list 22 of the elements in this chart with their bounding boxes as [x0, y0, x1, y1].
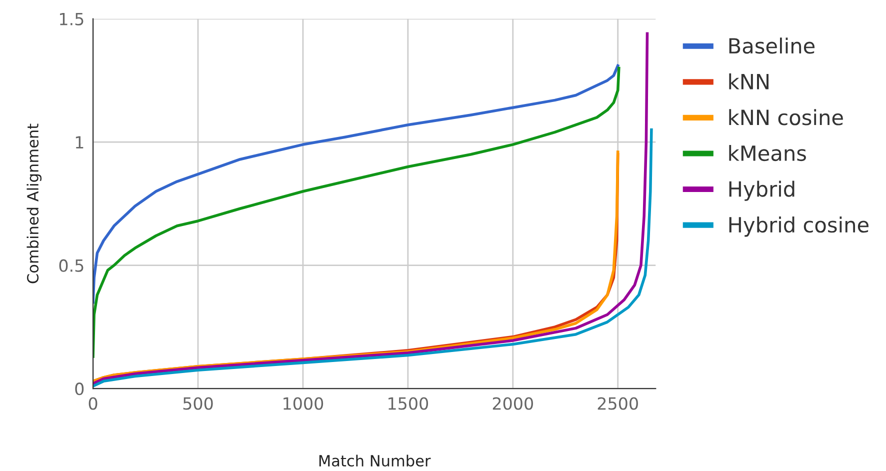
x-tick-label: 1500: [388, 397, 428, 410]
y-tick-label: 1.5: [60, 13, 84, 26]
y-tick-label: 0.5: [59, 259, 84, 272]
line-series: [93, 66, 620, 358]
legend-label: Baseline: [729, 38, 815, 54]
legend-label: kNN cosine: [729, 109, 843, 126]
line-series: [93, 64, 620, 304]
legend-label: kMeans: [729, 144, 806, 162]
x-axis-title: Match Number: [319, 454, 431, 467]
x-tick-label: 500: [183, 397, 213, 410]
legend-label: Hybrid: [729, 180, 794, 201]
y-tick-label: 1: [76, 136, 84, 148]
legend-label: kNN: [729, 73, 768, 90]
x-tick-label: 2000: [492, 397, 533, 410]
line-series: [93, 128, 653, 388]
x-tick-label: 0: [88, 397, 98, 410]
x-tick-label: 2500: [598, 397, 638, 410]
y-axis-title: Combined Alignment: [26, 124, 42, 284]
legend-label: Hybrid cosine: [729, 216, 868, 237]
y-tick-label: 0: [75, 382, 84, 396]
x-tick-label: 1000: [284, 397, 324, 410]
line-series: [93, 32, 649, 386]
